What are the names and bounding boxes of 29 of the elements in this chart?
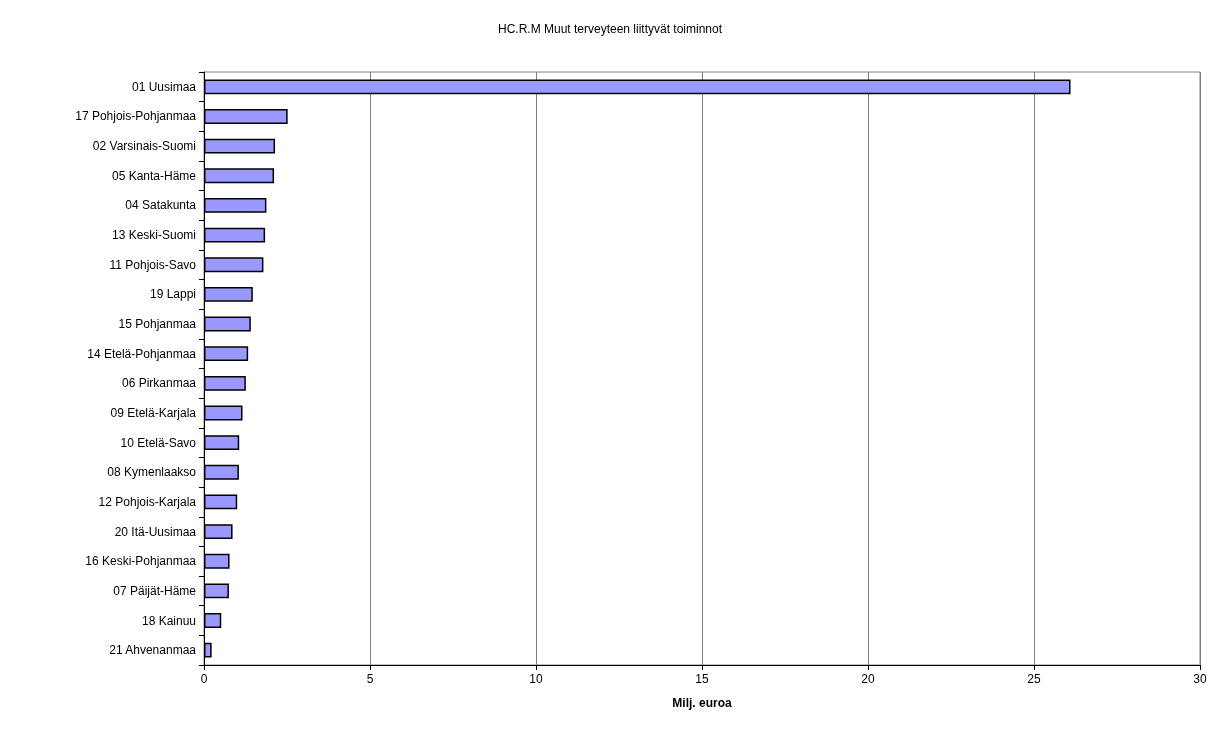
chart-title: HC.R.M Muut terveyteen liittyvät toiminnot <box>497 22 723 36</box>
x-tick-label: 0 <box>200 672 208 686</box>
y-tick-label: 01 Uusimaa <box>131 79 197 94</box>
y-tick-label: 11 Pohjois-Savo <box>109 257 197 272</box>
y-tick-label: 13 Keski-Suomi <box>111 228 196 243</box>
y-tick-label: 04 Satakunta <box>125 198 197 213</box>
x-tick-label: 30 <box>1193 672 1207 686</box>
y-tick-label: 10 Etelä-Savo <box>120 435 197 450</box>
x-tick-label: 25 <box>1027 672 1041 686</box>
y-tick-label: 02 Varsinais-Suomi <box>92 139 196 154</box>
y-tick-label: 16 Keski-Pohjanmaa <box>85 554 197 569</box>
y-tick-label: 09 Etelä-Karjala <box>110 405 197 420</box>
y-tick-label: 17 Pohjois-Pohjanmaa <box>75 109 197 124</box>
y-tick-label: 20 Itä-Uusimaa <box>114 524 197 539</box>
y-tick-label: 07 Päijät-Häme <box>113 583 197 598</box>
x-tick-label: 5 <box>366 672 374 686</box>
y-tick-label: 15 Pohjanmaa <box>118 317 197 332</box>
y-tick-label: 14 Etelä-Pohjanmaa <box>87 346 197 361</box>
x-tick-label: 20 <box>861 672 875 686</box>
x-axis-title: Milj. euroa <box>672 696 732 710</box>
x-tick-label: 10 <box>529 672 543 686</box>
y-tick-label: 05 Kanta-Häme <box>111 168 197 183</box>
y-tick-label: 06 Pirkanmaa <box>121 376 197 391</box>
y-tick-label: 08 Kymenlaakso <box>107 465 197 480</box>
y-tick-label: 19 Lappi <box>149 287 196 302</box>
y-tick-label: 18 Kainuu <box>141 613 196 628</box>
y-tick-label: 12 Pohjois-Karjala <box>98 494 197 509</box>
y-tick-label: 21 Ahvenanmaa <box>109 643 197 658</box>
x-tick-label: 15 <box>695 672 709 686</box>
